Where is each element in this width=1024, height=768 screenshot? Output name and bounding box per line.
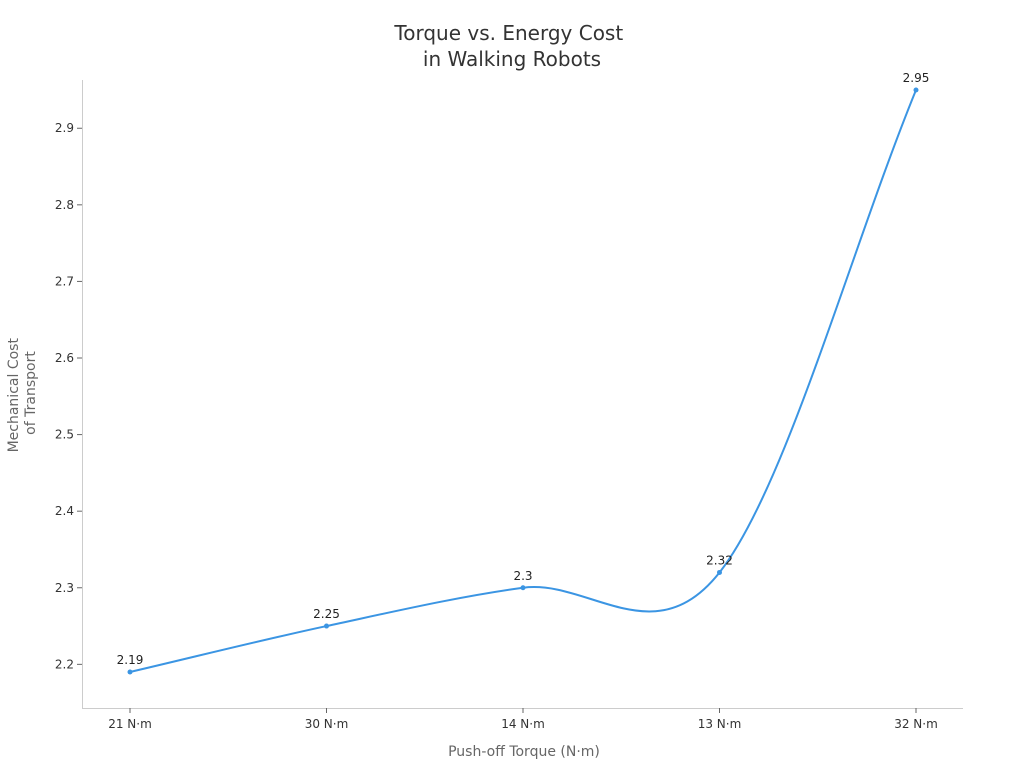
x-tick-label: 14 N·m [501, 717, 545, 731]
y-axis-title-line-2: of Transport [23, 351, 39, 435]
data-labels: 2.19 2.25 2.3 2.32 2.95 [117, 71, 930, 667]
y-tick-label: 2.2 [55, 657, 74, 671]
data-point [324, 623, 329, 629]
data-point [127, 669, 133, 675]
y-tick-label: 2.9 [55, 121, 74, 135]
x-tick-label: 30 N·m [305, 717, 349, 731]
series [127, 87, 919, 675]
series-line [129, 89, 917, 673]
chart-title: Torque vs. Energy Cost in Walking Robots [393, 21, 629, 71]
y-ticks: 2.2 2.3 2.4 2.5 2.6 2.7 2.8 2.9 [55, 121, 82, 671]
y-tick-label: 2.8 [55, 198, 74, 212]
x-tick-label: 32 N·m [894, 717, 938, 731]
y-axis-title-line-1: Mechanical Cost [6, 338, 22, 453]
x-tick-label: 21 N·m [108, 717, 152, 731]
chart-title-line-2: in Walking Robots [423, 47, 601, 71]
x-ticks: 21 N·m 30 N·m 14 N·m 13 N·m 32 N·m [108, 708, 938, 731]
data-label: 2.25 [313, 607, 340, 621]
data-label: 2.32 [706, 553, 733, 567]
data-label: 2.3 [513, 569, 532, 583]
y-tick-label: 2.5 [55, 428, 74, 442]
y-tick-label: 2.4 [55, 504, 74, 518]
y-axis-title: Mechanical Cost of Transport [6, 334, 39, 453]
data-point [717, 569, 722, 575]
data-label: 2.19 [117, 653, 144, 667]
data-point [520, 585, 526, 591]
y-tick-label: 2.3 [55, 581, 74, 595]
data-label: 2.95 [903, 71, 930, 85]
chart-title-line-1: Torque vs. Energy Cost [393, 21, 623, 45]
x-tick-label: 13 N·m [698, 717, 742, 731]
y-tick-label: 2.6 [55, 351, 74, 365]
data-point [913, 87, 919, 93]
y-tick-label: 2.7 [55, 274, 74, 288]
x-axis-title: Push-off Torque (N·m) [448, 744, 600, 760]
